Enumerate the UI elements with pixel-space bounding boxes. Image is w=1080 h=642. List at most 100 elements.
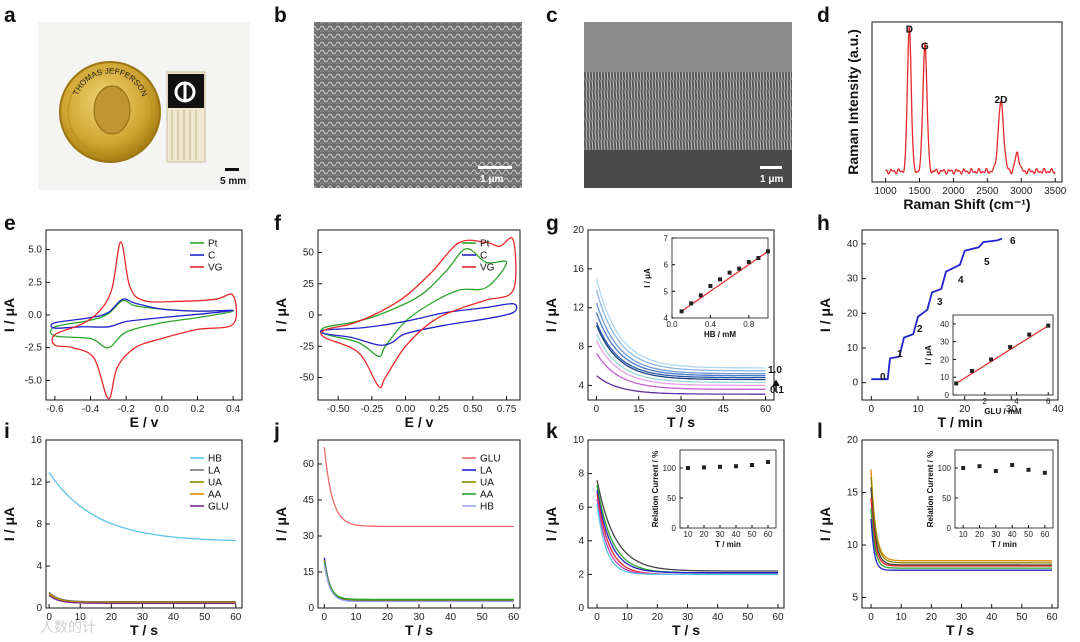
x-tick-label-g-inset-0: 0.0 xyxy=(666,320,678,329)
inset-point-g-9 xyxy=(766,249,770,254)
x-tick-label-k-inset-5: 60 xyxy=(764,530,773,539)
y-axis-label-e: I / μA xyxy=(1,298,17,332)
g-range-top: 1.0 xyxy=(768,365,782,376)
g-range-bottom: 0.1 xyxy=(770,385,784,396)
inset-point-g-5 xyxy=(727,270,732,275)
inset-point-k-1 xyxy=(702,465,706,470)
decay-curve-g-3 xyxy=(595,312,766,377)
decay-curve-j-3 xyxy=(323,562,514,601)
y-axis-label-k: I / μA xyxy=(543,507,559,541)
y-tick-label-g-1: 8 xyxy=(578,342,584,353)
x-tick-label-h-1: 10 xyxy=(912,404,924,415)
x-tick-label-f-3: 0.25 xyxy=(429,404,449,415)
y-tick-label-k-inset-0: 0 xyxy=(672,524,677,533)
plot-frame-h-inset xyxy=(952,314,1054,396)
legend-label-e-0: Pt xyxy=(208,239,218,250)
scale-label-b: 1 μm xyxy=(480,174,503,185)
legend-label-j-0: GLU xyxy=(480,454,501,465)
series-loop-f-C xyxy=(319,302,518,346)
x-tick-label-d-4: 3000 xyxy=(1010,186,1033,197)
panel-label-c: c xyxy=(546,4,558,27)
legend-label-i-3: AA xyxy=(208,490,222,501)
x-tick-label-i-1: 10 xyxy=(75,612,87,623)
x-tick-label-j-0: 0 xyxy=(322,612,328,623)
y-axis-label-g: I / μA xyxy=(543,298,559,332)
x-tick-label-h-inset-2: 6 xyxy=(1046,397,1051,406)
legend-label-f-2: VG xyxy=(480,263,495,274)
y-tick-label-e-1: -2.5 xyxy=(25,343,43,354)
x-axis-label-l-inset: T / min xyxy=(991,540,1017,549)
x-tick-label-j-3: 30 xyxy=(413,612,425,623)
y-tick-label-f-3: 25 xyxy=(303,279,315,290)
x-tick-label-k-1: 10 xyxy=(622,612,634,623)
y-tick-label-i-1: 4 xyxy=(36,561,42,572)
inset-fit-line-h xyxy=(955,325,1049,384)
x-tick-label-e-4: 0.2 xyxy=(191,404,205,415)
inset-point-l-4 xyxy=(1026,467,1031,472)
x-tick-label-d-3: 2500 xyxy=(976,186,999,197)
y-axis-label-j: I / μA xyxy=(273,507,289,541)
decay-curve-g-5 xyxy=(595,324,766,381)
y-tick-label-g-0: 4 xyxy=(578,380,584,391)
x-tick-label-l-0: 0 xyxy=(868,612,874,623)
inset-point-l-0 xyxy=(961,466,966,470)
panel-label-j: j xyxy=(273,420,280,443)
x-tick-label-j-6: 60 xyxy=(508,612,520,623)
series-line-steps xyxy=(871,237,1003,381)
decay-curve-l-0 xyxy=(870,469,1052,562)
legend-label-f-0: Pt xyxy=(480,239,490,250)
y-tick-label-e-4: 5.0 xyxy=(28,245,42,256)
y-tick-label-g-inset-2: 6 xyxy=(664,261,669,270)
x-axis-label-g-inset: HB / mM xyxy=(704,330,736,339)
plot-frame-d xyxy=(871,21,1063,183)
decay-curve-g-4 xyxy=(595,322,766,379)
y-tick-label-k-inset-1: 50 xyxy=(667,494,676,503)
x-axis-label-f: E / v xyxy=(405,414,434,430)
x-tick-label-e-3: 0.0 xyxy=(155,404,169,415)
inset-point-l-3 xyxy=(1010,463,1015,467)
scale-label-c: 1 μm xyxy=(760,174,783,185)
x-tick-label-e-1: -0.4 xyxy=(82,404,100,415)
inset-point-g-3 xyxy=(708,284,713,288)
y-tick-label-j-4: 60 xyxy=(303,459,315,470)
x-axis-label-h: T / min xyxy=(937,414,982,430)
y-tick-label-k-2: 4 xyxy=(578,536,584,547)
y-tick-label-l-0: 5 xyxy=(852,593,858,604)
y-tick-label-h-inset-4: 40 xyxy=(940,320,949,329)
y-tick-label-e-3: 2.5 xyxy=(28,277,42,288)
x-tick-label-i-3: 30 xyxy=(137,612,149,623)
y-tick-label-i-4: 16 xyxy=(31,435,43,446)
decay-curve-k-5 xyxy=(596,503,778,576)
sem-substrate-c xyxy=(584,150,792,188)
plot-frame-h xyxy=(861,229,1059,401)
y-axis-label-i: I / μA xyxy=(1,507,17,541)
x-tick-label-l-inset-4: 50 xyxy=(1024,530,1033,539)
h-step-2: 2 xyxy=(917,324,923,335)
y-axis-label-h: I / μA xyxy=(817,298,833,332)
x-tick-label-k-6: 60 xyxy=(772,612,784,623)
x-tick-label-h-3: 30 xyxy=(1006,404,1018,415)
x-tick-label-g-0: 0 xyxy=(594,404,600,415)
panel-label-l: l xyxy=(817,420,823,443)
raman-peak-label-2: 2D xyxy=(995,95,1008,106)
y-tick-label-k-3: 6 xyxy=(578,502,584,513)
decay-curve-g-1 xyxy=(595,290,766,372)
x-tick-label-i-4: 40 xyxy=(168,612,180,623)
plot-frame-l xyxy=(861,439,1059,609)
chart-l-stability: 0 10 20 30 40 50 60 5 10 15 20 T / s I / μA 10 20 30 40 5… xyxy=(817,435,1059,638)
y-tick-label-f-4: 50 xyxy=(303,248,315,259)
decay-curve-j-2 xyxy=(323,559,514,601)
h-step-4: 4 xyxy=(958,275,964,286)
x-tick-label-l-inset-1: 20 xyxy=(975,530,984,539)
y-tick-label-h-3: 30 xyxy=(847,274,859,285)
legend-label-j-2: UA xyxy=(480,478,494,489)
y-tick-label-e-0: -5.0 xyxy=(25,375,43,386)
y-axis-label-l-inset: Relation Current / % xyxy=(926,451,935,527)
y-tick-label-l-inset-1: 50 xyxy=(942,494,951,503)
x-tick-label-h-0: 0 xyxy=(869,404,875,415)
y-tick-label-g-inset-0: 4 xyxy=(664,314,669,323)
chart-k-stability: 0 10 20 30 40 50 60 0 2 4 6 8 10 T / s I / μA 10 20 30 40 5… xyxy=(543,435,785,638)
y-tick-label-e-2: 0.0 xyxy=(28,310,42,321)
y-tick-label-g-3: 16 xyxy=(573,264,585,275)
plot-frame-f xyxy=(317,229,521,401)
